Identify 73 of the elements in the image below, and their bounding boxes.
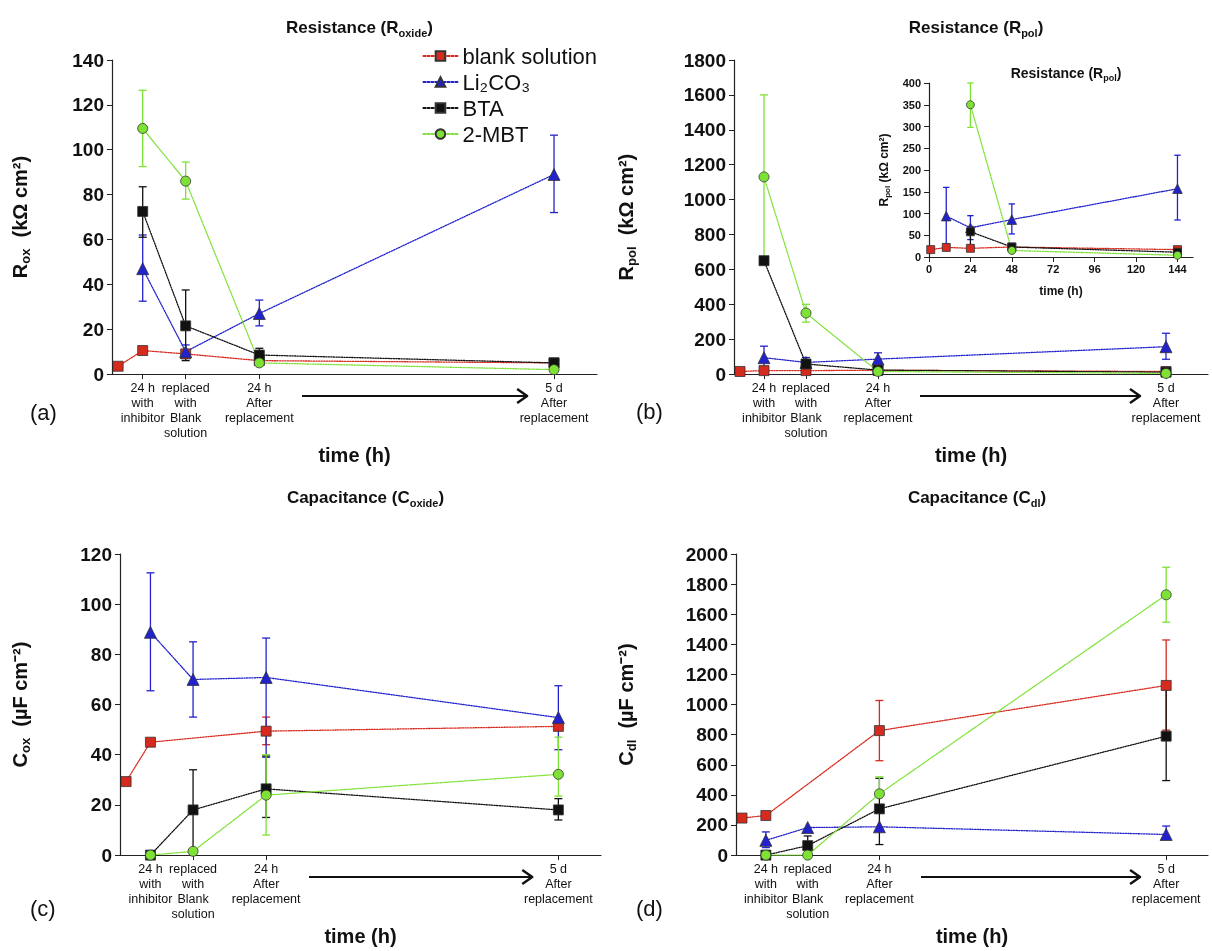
x-tick-label: 24 h After replacement [843,380,913,425]
y-tick-label: 2000 [685,543,728,565]
y-tick-label: 200 [696,814,728,836]
x-axis-title: time (h) [1039,283,1083,298]
x-tick-label: 120 [1126,262,1146,275]
x-tick-label: 144 [1168,262,1188,275]
y-tick-label: 100 [72,139,104,161]
y-tick-label: 50 [908,229,921,242]
x-tick-label: 5 d After replacement [1131,380,1201,425]
text: (a) [30,399,57,425]
x-tick-label: 24 h After replacement [231,861,302,906]
y-tick-label: 1800 [683,49,726,71]
y-tick-label: 60 [90,694,112,716]
y-tick-label: 1200 [683,154,726,176]
text: (b) [636,398,663,424]
legend-label: 2-MBT [462,121,529,147]
y-tick-label: 140 [72,49,104,71]
y-tick-label: 300 [902,120,921,133]
y-tick-label: 40 [90,744,112,766]
y-tick-label: 400 [694,293,726,315]
y-tick-label: 20 [82,318,104,340]
x-axis-title: time (h) [324,925,397,947]
y-axis-title: Rpol (kΩ cm²) [877,133,893,207]
y-tick-label: 40 [82,273,104,295]
y-tick-label: 1000 [683,189,726,211]
y-tick-label: 100 [80,593,112,615]
x-tick-label: 5 d After replacement [519,380,589,425]
y-tick-label: 80 [90,643,112,665]
y-tick-label: 800 [696,724,728,746]
legend-label: BTA [462,95,504,121]
y-tick-label: 20 [90,794,112,816]
y-tick-label: 1000 [685,694,728,716]
y-tick-label: 1800 [685,573,728,595]
y-tick-label: 350 [902,98,921,111]
y-tick-label: 0 [914,251,921,263]
y-tick-label: 400 [902,77,921,89]
text: (c) [30,895,56,921]
x-tick-label: 5 d After replacement [523,861,594,906]
y-tick-label: 1600 [685,603,728,625]
y-tick-label: 400 [696,784,728,806]
x-tick-label: 5 d After replacement [1131,861,1202,906]
x-tick-label: 24 h After replacement [844,861,915,906]
y-tick-label: 100 [902,207,921,220]
y-tick-label: 200 [694,328,726,350]
y-tick-label: 120 [80,543,112,565]
y-axis-title: Rox (kΩ cm²) [8,155,33,279]
x-tick-label: 48 [1005,262,1018,275]
y-tick-label: 600 [696,754,728,776]
y-tick-label: 1200 [685,663,728,685]
x-tick-label: 96 [1088,262,1101,275]
y-tick-label: 1600 [683,84,726,106]
x-tick-label: 72 [1047,262,1060,275]
y-tick-label: 60 [82,228,104,250]
y-tick-label: 1400 [685,633,728,655]
x-axis-title: time (h) [318,444,391,466]
legend-label: Li₂CO₃ [462,69,531,95]
y-tick-label: 250 [902,142,921,155]
y-tick-label: 120 [72,94,104,116]
text: (d) [636,895,663,921]
y-axis-title: Cdl (µF cm⁻²) [614,643,639,766]
x-axis-title: time (h) [934,444,1008,466]
y-tick-label: 200 [902,164,921,176]
y-tick-label: 800 [694,224,726,245]
x-tick-label: 24 h After replacement [224,380,295,425]
x-tick-label: 24 [964,262,978,275]
y-tick-label: 1400 [683,119,726,141]
y-tick-label: 80 [82,184,104,206]
x-axis-title: time (h) [935,925,1009,947]
y-axis-title: Cox (µF cm⁻²) [8,641,33,768]
legend-label: blank solution [462,43,598,69]
y-tick-label: 150 [902,185,921,198]
x-tick-label: 0 [925,262,933,275]
y-tick-label: 600 [694,258,726,280]
